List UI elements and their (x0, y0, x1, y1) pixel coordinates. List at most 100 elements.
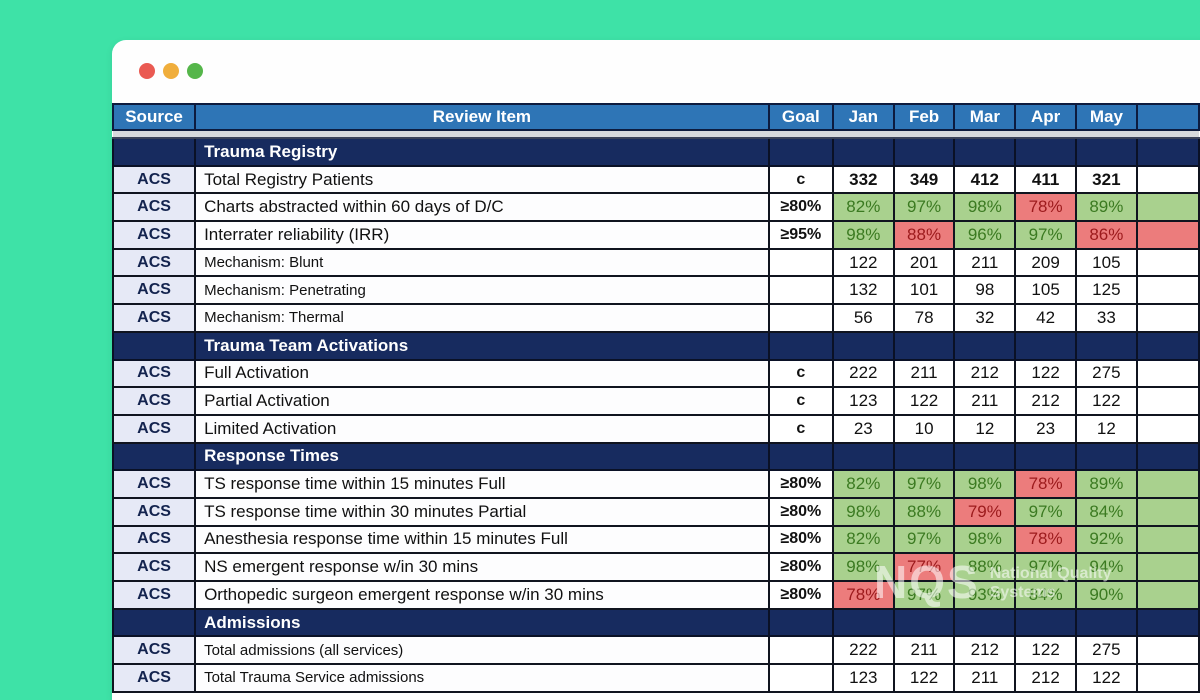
value-cell[interactable]: 97% (1014, 496, 1077, 527)
value-cell[interactable]: 79% (953, 496, 1017, 527)
value-cell[interactable]: 82% (831, 192, 895, 223)
goal-cell[interactable]: ≥80% (767, 192, 834, 223)
source-cell[interactable]: ACS (111, 386, 197, 416)
value-cell[interactable]: 211 (953, 247, 1017, 278)
source-cell[interactable]: ACS (111, 303, 197, 333)
value-cell[interactable]: 222 (831, 635, 895, 666)
value-cell[interactable]: 132 (831, 275, 895, 306)
section-cell[interactable] (1014, 330, 1077, 361)
value-cell[interactable]: 105 (1014, 275, 1077, 306)
section-cell[interactable] (1074, 330, 1138, 361)
value-cell[interactable]: 78% (831, 580, 895, 610)
value-cell[interactable]: 211 (892, 635, 956, 666)
section-cell[interactable] (831, 137, 895, 167)
source-cell[interactable]: ACS (111, 552, 197, 582)
value-cell[interactable]: 98% (953, 524, 1017, 555)
value-cell[interactable]: 88% (953, 552, 1017, 582)
column-header-feb[interactable]: Feb (892, 103, 956, 131)
value-cell[interactable]: 211 (892, 358, 956, 389)
section-cell[interactable] (767, 441, 834, 472)
review-item-cell[interactable]: Orthopedic surgeon emergent response w/i… (194, 580, 770, 610)
value-cell[interactable]: 123 (831, 386, 895, 416)
value-cell[interactable]: 97% (892, 524, 956, 555)
value-cell[interactable]: 212 (953, 635, 1017, 666)
section-cell[interactable] (892, 441, 956, 472)
source-cell[interactable]: ACS (111, 580, 197, 610)
value-cell[interactable]: 97% (1014, 552, 1077, 582)
value-cell[interactable]: 212 (953, 358, 1017, 389)
value-cell[interactable]: 98 (953, 275, 1017, 306)
review-item-cell[interactable]: Partial Activation (194, 386, 770, 416)
value-cell[interactable]: 78 (892, 303, 956, 333)
value-cell[interactable]: 101 (892, 275, 956, 306)
close-window-icon[interactable] (139, 63, 155, 79)
value-cell[interactable]: 332 (831, 164, 895, 195)
goal-cell[interactable]: ≥80% (767, 524, 834, 555)
goal-cell[interactable]: ≥95% (767, 220, 834, 250)
goal-cell[interactable]: ≥80% (767, 552, 834, 582)
section-title[interactable]: Admissions (194, 607, 770, 638)
section-cell[interactable] (111, 330, 197, 361)
value-cell[interactable]: 211 (953, 386, 1017, 416)
goal-cell[interactable] (767, 275, 834, 306)
column-header-may[interactable]: May (1074, 103, 1138, 131)
value-cell[interactable]: 86% (1074, 220, 1138, 250)
value-cell[interactable]: 201 (892, 247, 956, 278)
section-cell[interactable] (953, 607, 1017, 638)
value-cell[interactable]: 97% (892, 469, 956, 499)
source-cell[interactable]: ACS (111, 275, 197, 306)
value-cell[interactable]: 78% (1014, 469, 1077, 499)
section-cell[interactable] (892, 607, 956, 638)
section-cell[interactable] (767, 330, 834, 361)
value-cell[interactable]: 78% (1014, 192, 1077, 223)
value-cell[interactable]: 32 (953, 303, 1017, 333)
source-cell[interactable]: ACS (111, 247, 197, 278)
section-cell[interactable] (953, 330, 1017, 361)
value-cell[interactable]: 78% (1014, 524, 1077, 555)
review-item-cell[interactable]: Interrater reliability (IRR) (194, 220, 770, 250)
value-cell[interactable]: 97% (892, 192, 956, 223)
value-cell[interactable]: 97% (1014, 220, 1077, 250)
value-cell[interactable]: 98% (831, 496, 895, 527)
section-title[interactable]: Trauma Registry (194, 137, 770, 167)
section-cell[interactable] (1135, 330, 1200, 361)
section-cell[interactable] (831, 330, 895, 361)
value-cell[interactable]: 12 (1074, 413, 1138, 444)
value-cell[interactable]: 89% (1074, 192, 1138, 223)
source-cell[interactable]: ACS (111, 524, 197, 555)
column-header-source[interactable]: Source (111, 103, 197, 131)
section-cell[interactable] (831, 607, 895, 638)
value-cell[interactable]: 33 (1074, 303, 1138, 333)
column-header-jan[interactable]: Jan (831, 103, 895, 131)
value-cell[interactable]: 96% (953, 220, 1017, 250)
value-cell[interactable]: 97% (892, 580, 956, 610)
value-cell[interactable]: 90% (1074, 580, 1138, 610)
section-cell[interactable] (111, 441, 197, 472)
value-cell[interactable]: 122 (1014, 635, 1077, 666)
value-cell[interactable]: 23 (1014, 413, 1077, 444)
value-cell[interactable]: 92% (1074, 524, 1138, 555)
value-cell[interactable]: 84% (1074, 496, 1138, 527)
source-cell[interactable]: ACS (111, 220, 197, 250)
value-cell[interactable]: 77% (892, 552, 956, 582)
source-cell[interactable]: ACS (111, 413, 197, 444)
review-item-cell[interactable]: Total admissions (all services) (194, 635, 770, 666)
section-cell[interactable] (767, 607, 834, 638)
section-cell[interactable] (831, 441, 895, 472)
value-cell[interactable]: 98% (831, 220, 895, 250)
value-cell[interactable]: 222 (831, 358, 895, 389)
minimize-window-icon[interactable] (163, 63, 179, 79)
review-item-cell[interactable]: Total Registry Patients (194, 164, 770, 195)
value-cell[interactable]: 349 (892, 164, 956, 195)
source-cell[interactable]: ACS (111, 469, 197, 499)
value-cell[interactable]: 89% (1074, 469, 1138, 499)
section-cell[interactable] (1135, 137, 1200, 167)
goal-cell[interactable]: c (767, 164, 834, 195)
section-cell[interactable] (1074, 137, 1138, 167)
value-cell[interactable]: 84% (1014, 580, 1077, 610)
value-cell[interactable]: 411 (1014, 164, 1077, 195)
column-header-mar[interactable]: Mar (953, 103, 1017, 131)
column-header-review-item[interactable]: Review Item (194, 103, 770, 131)
value-cell[interactable]: 98% (953, 469, 1017, 499)
value-cell[interactable]: 209 (1014, 247, 1077, 278)
